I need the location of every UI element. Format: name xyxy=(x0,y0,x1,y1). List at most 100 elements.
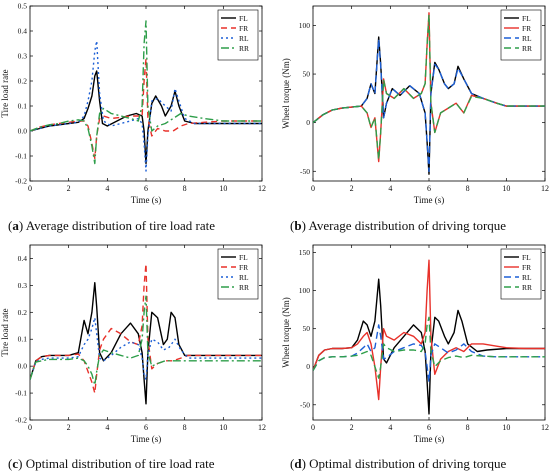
series-group xyxy=(30,263,262,405)
series-line-fl xyxy=(30,70,262,165)
x-tick-label: 10 xyxy=(219,184,227,193)
x-tick-label: 6 xyxy=(427,423,431,432)
x-tick-label: 2 xyxy=(350,423,354,432)
x-tick-label: 0 xyxy=(311,423,315,432)
legend-label-rr: RR xyxy=(522,283,532,292)
y-tick-label: 0.2 xyxy=(18,77,28,86)
y-axis-label: Tire load rate xyxy=(0,69,10,117)
legend-label-fr: FR xyxy=(239,24,248,33)
series-group xyxy=(30,20,262,172)
legend-label-rl: RL xyxy=(239,273,249,282)
x-tick-label: 12 xyxy=(541,184,549,193)
y-tick-label: -0.2 xyxy=(15,416,27,425)
x-tick-label: 12 xyxy=(258,184,266,193)
y-tick-label: 0.5 xyxy=(18,2,28,11)
x-tick-label: 6 xyxy=(427,184,431,193)
series-line-fr xyxy=(313,259,545,401)
caption-a: (a) Average distribution of tire load ra… xyxy=(8,218,215,233)
x-axis-label: Time (s) xyxy=(131,434,161,444)
x-tick-label: 4 xyxy=(388,423,392,432)
x-tick-label: 6 xyxy=(144,423,148,432)
series-line-rl xyxy=(313,38,545,172)
series-line-rr xyxy=(30,20,262,165)
y-tick-label: 0 xyxy=(306,362,310,371)
y-tick-label: -50 xyxy=(300,167,310,176)
y-tick-label: -0.2 xyxy=(15,177,27,186)
x-axis-label: Time (s) xyxy=(414,195,444,205)
caption-d: (d) Optimal distribution of driving torq… xyxy=(290,456,507,471)
caption-b: (b) Average distribution of driving torq… xyxy=(290,218,507,233)
y-tick-label: 50 xyxy=(303,70,311,79)
x-tick-label: 2 xyxy=(67,184,71,193)
legend-label-fl: FL xyxy=(239,14,248,23)
x-tick-label: 10 xyxy=(502,423,510,432)
x-tick-label: 6 xyxy=(144,184,148,193)
x-tick-label: 12 xyxy=(541,423,549,432)
legend-label-rl: RL xyxy=(522,273,532,282)
legend-label-rr: RR xyxy=(239,44,249,53)
legend-label-fl: FL xyxy=(522,14,531,23)
series-line-fl xyxy=(30,282,262,405)
x-tick-label: 4 xyxy=(105,184,109,193)
series-line-rr xyxy=(30,295,262,386)
series-line-rr xyxy=(313,316,545,379)
x-tick-label: 4 xyxy=(388,184,392,193)
y-tick-label: -50 xyxy=(300,400,310,409)
x-tick-label: 8 xyxy=(466,423,470,432)
x-axis-label: Time (s) xyxy=(131,195,161,205)
series-line-fr xyxy=(30,57,262,160)
legend-label-fr: FR xyxy=(522,263,531,272)
y-tick-label: 0.4 xyxy=(18,254,28,263)
legend-label-rl: RL xyxy=(522,34,532,43)
chart-panel-c: 0 2 4 6 8 10 12 -0.2 -0.1 0.0 0.1 0.2 0.3 0.4 Time (s)… xyxy=(0,244,266,444)
x-tick-label: 0 xyxy=(28,423,32,432)
y-tick-label: 0.3 xyxy=(18,52,28,61)
chart-panel-d: 0 2 4 6 8 10 12 -50 0 50 100 150 Time (s) Wheel torqu… xyxy=(281,244,549,444)
x-tick-label: 8 xyxy=(183,423,187,432)
x-tick-label: 0 xyxy=(28,184,32,193)
y-tick-label: -0.1 xyxy=(15,389,27,398)
legend-label-rl: RL xyxy=(239,34,249,43)
y-axis-label: Wheel torque (Nm) xyxy=(281,58,291,128)
series-group xyxy=(313,259,545,415)
chart-panel-a: 0 2 4 6 8 10 12 -0.2 -0.1 0.0 0.1 0.2 0.3 0.4 0.5 Time … xyxy=(0,2,266,206)
y-tick-label: 0.0 xyxy=(18,127,28,136)
legend-label-fl: FL xyxy=(522,253,531,262)
y-tick-label: 0.1 xyxy=(18,102,28,111)
series-group xyxy=(313,12,545,175)
y-tick-label: 100 xyxy=(299,286,311,295)
y-tick-label: 0 xyxy=(306,118,310,127)
y-tick-label: 0.2 xyxy=(18,308,28,317)
y-tick-label: -0.1 xyxy=(15,152,27,161)
legend-label-rr: RR xyxy=(522,44,532,53)
y-tick-label: 0.4 xyxy=(18,27,28,36)
series-line-rr xyxy=(313,14,545,161)
y-tick-label: 0.1 xyxy=(18,335,28,344)
legend-label-rr: RR xyxy=(239,283,249,292)
x-axis-label: Time (s) xyxy=(414,434,444,444)
caption-c: (c) Optimal distribution of tire load ra… xyxy=(8,456,215,471)
x-tick-label: 10 xyxy=(502,184,510,193)
y-tick-label: 50 xyxy=(303,324,311,333)
legend-label-fr: FR xyxy=(522,24,531,33)
x-tick-label: 0 xyxy=(311,184,315,193)
series-line-fr xyxy=(30,263,262,394)
x-tick-label: 12 xyxy=(258,423,266,432)
x-tick-label: 8 xyxy=(183,184,187,193)
y-axis-label: Wheel torque (Nm) xyxy=(281,297,291,367)
x-tick-label: 2 xyxy=(350,184,354,193)
y-axis-label: Tire load rate xyxy=(0,308,10,356)
legend-label-fl: FL xyxy=(239,253,248,262)
x-tick-label: 2 xyxy=(67,423,71,432)
series-line-rl xyxy=(313,324,545,383)
series-line-fl xyxy=(313,278,545,415)
series-line-rl xyxy=(30,317,262,381)
x-tick-label: 10 xyxy=(219,423,227,432)
y-tick-label: 100 xyxy=(299,21,311,30)
